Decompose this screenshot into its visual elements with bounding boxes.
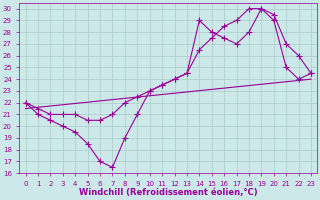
X-axis label: Windchill (Refroidissement éolien,°C): Windchill (Refroidissement éolien,°C) bbox=[79, 188, 258, 197]
